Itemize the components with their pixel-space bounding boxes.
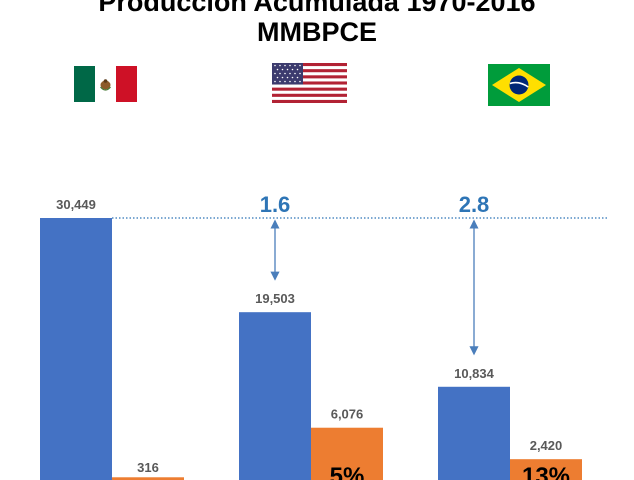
value-label-s1-g2: 19,503 bbox=[255, 291, 295, 306]
bar-s1-g1 bbox=[40, 218, 112, 480]
value-label-s1-g3: 10,834 bbox=[454, 366, 495, 381]
value-label-s2-g2: 6,076 bbox=[331, 407, 364, 422]
value-label-s2-g3: 2,420 bbox=[530, 438, 563, 453]
bar-s1-g2 bbox=[239, 312, 311, 480]
chart-title-line-1: Producción Acumulada 1970-2016 bbox=[98, 0, 536, 17]
bar-s1-g3 bbox=[438, 386, 510, 480]
usa-flag-icon bbox=[272, 63, 347, 103]
value-label-s2-g1: 316 bbox=[137, 460, 159, 475]
bar-s2-g2 bbox=[311, 427, 383, 480]
chart-title-line-2: MMBPCE bbox=[257, 17, 377, 47]
brazil-flag-icon bbox=[488, 64, 550, 106]
mexico-flag-icon bbox=[74, 66, 137, 102]
bar-s2-g1 bbox=[112, 477, 184, 480]
value-label-s1-g1: 30,449 bbox=[56, 197, 96, 212]
bar-s2-g3 bbox=[510, 459, 582, 480]
percent-label-1: 5% bbox=[330, 463, 365, 480]
percent-label-2: 13% bbox=[522, 463, 570, 480]
ratio-label-1: 1.6 bbox=[260, 192, 291, 217]
ratio-label-2: 2.8 bbox=[459, 192, 490, 217]
